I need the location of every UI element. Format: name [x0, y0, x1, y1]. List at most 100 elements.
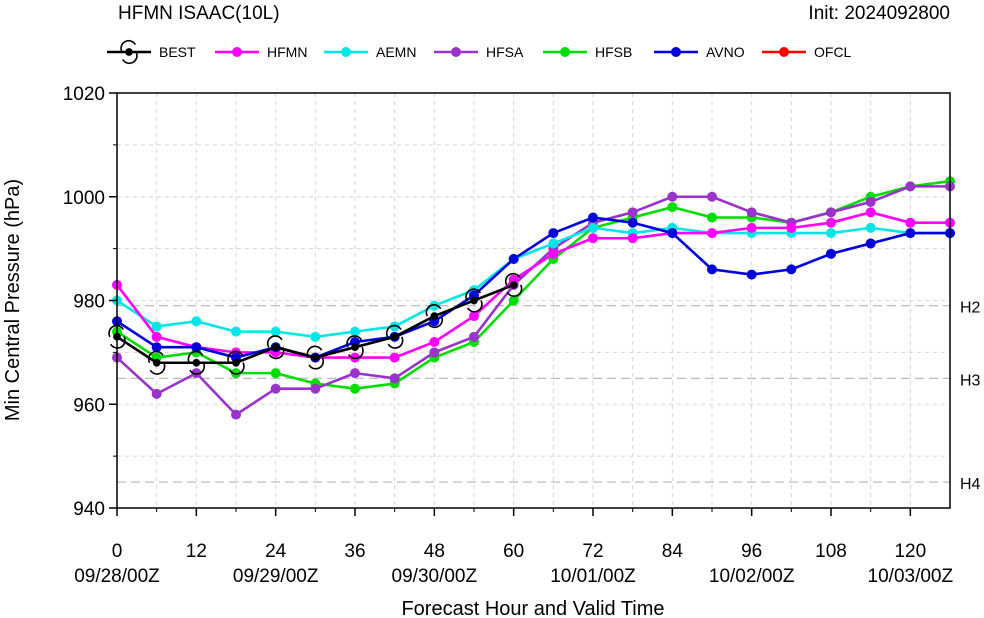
y-tick-label: 960	[73, 395, 105, 416]
series-line	[116, 226, 950, 339]
data-point	[350, 368, 360, 379]
x-tick-label: 108	[815, 541, 847, 562]
data-point	[231, 409, 241, 420]
data-point	[389, 373, 400, 384]
data-point	[191, 342, 202, 353]
date-tick-label: 10/03/00Z	[868, 566, 954, 587]
data-point	[627, 207, 638, 218]
data-point	[588, 233, 598, 244]
data-point	[270, 383, 281, 394]
legend-swatch-marker	[451, 47, 461, 57]
data-point	[469, 311, 479, 322]
reference-line-label: H2	[960, 300, 981, 317]
hurricane-marker-icon	[504, 272, 523, 297]
data-point	[429, 300, 440, 311]
data-point	[151, 342, 162, 353]
legend-item-best: BEST	[107, 39, 196, 65]
data-point	[627, 233, 638, 244]
data-point	[627, 217, 638, 228]
legend-swatch-marker	[560, 47, 570, 57]
data-point	[151, 331, 162, 342]
y-axis-label: Min Central Pressure (hPa)	[2, 179, 24, 421]
data-point	[865, 207, 876, 218]
data-point	[826, 248, 836, 259]
data-point	[270, 326, 281, 337]
data-point	[746, 207, 757, 218]
data-point	[746, 269, 757, 280]
data-point	[350, 352, 360, 363]
hurricane-marker-icon	[120, 39, 138, 65]
data-point	[151, 388, 162, 399]
data-point	[310, 383, 321, 394]
y-tick-label: 980	[73, 292, 105, 313]
series-aemn	[112, 222, 955, 342]
data-point	[429, 337, 440, 347]
grid-lines	[117, 93, 950, 508]
hurricane-marker-icon	[306, 345, 325, 370]
x-tick-label: 84	[662, 541, 684, 562]
data-point	[429, 347, 440, 358]
hurricane-marker-icon	[425, 304, 444, 329]
x-tick-label: 36	[344, 541, 365, 562]
data-point	[865, 238, 876, 249]
series-line	[116, 216, 950, 359]
reference-lines: H2 H3 H4	[117, 300, 981, 493]
hurricane-marker-icon	[147, 350, 166, 375]
legend-label: HFSB	[595, 44, 632, 60]
init-time: Init: 2024092800	[808, 3, 950, 24]
data-point	[191, 368, 202, 379]
hurricane-marker-icon	[187, 350, 206, 375]
date-tick-label: 09/29/00Z	[233, 566, 319, 587]
x-tick-label: 12	[186, 541, 207, 562]
x-tick-label: 24	[265, 541, 287, 562]
legend-label: BEST	[159, 44, 196, 60]
legend-item-avno: AVNO	[654, 44, 745, 60]
x-tick-label: 72	[582, 541, 603, 562]
legend-swatch-marker	[341, 47, 351, 57]
y-tick-label: 940	[73, 499, 105, 520]
date-tick-label: 10/02/00Z	[709, 566, 795, 587]
legend-label: HFSA	[486, 44, 524, 60]
legend-item-hfmn: HFMN	[215, 44, 307, 60]
x-axis-label: Forecast Hour and Valid Time	[401, 598, 664, 618]
legend-item-hfsb: HFSB	[543, 44, 632, 60]
data-point	[826, 228, 836, 239]
data-point	[826, 207, 836, 218]
x-tick-label: 48	[424, 541, 445, 562]
chart-title: HFMN ISAAC(10L)	[118, 3, 280, 24]
data-point	[865, 196, 876, 207]
x-tick-label: 0	[112, 541, 123, 562]
data-point	[151, 321, 162, 332]
x-tick-label: 60	[503, 541, 524, 562]
legend-item-hfsa: HFSA	[434, 44, 524, 60]
data-point	[667, 202, 678, 213]
data-point	[389, 352, 400, 363]
data-point	[389, 321, 400, 332]
data-point	[707, 228, 717, 239]
data-point	[667, 191, 678, 202]
data-point	[826, 217, 836, 228]
x-tick-label: 96	[741, 541, 762, 562]
data-point	[469, 331, 479, 342]
data-point	[707, 212, 717, 223]
legend-swatch-marker	[671, 47, 681, 57]
legend-item-aemn: AEMN	[324, 44, 416, 60]
data-point	[508, 254, 519, 264]
legend-item-ofcl: OFCL	[762, 44, 852, 60]
data-point	[786, 264, 797, 275]
data-point	[350, 383, 360, 394]
series-best	[108, 272, 523, 375]
axes: 940 960 980 1000 1020 0 12 24 36 48 60 72 84 96 108 120…	[63, 84, 954, 587]
data-point	[588, 222, 598, 233]
data-point	[350, 326, 360, 337]
series-line	[116, 179, 951, 390]
legend-label: HFMN	[267, 44, 307, 60]
date-tick-label: 09/28/00Z	[74, 566, 160, 587]
data-point	[905, 217, 916, 228]
data-point	[270, 368, 281, 379]
y-tick-label: 1000	[63, 188, 105, 209]
data-point	[746, 222, 757, 233]
hurricane-marker-icon	[346, 335, 364, 360]
data-point	[548, 228, 559, 239]
